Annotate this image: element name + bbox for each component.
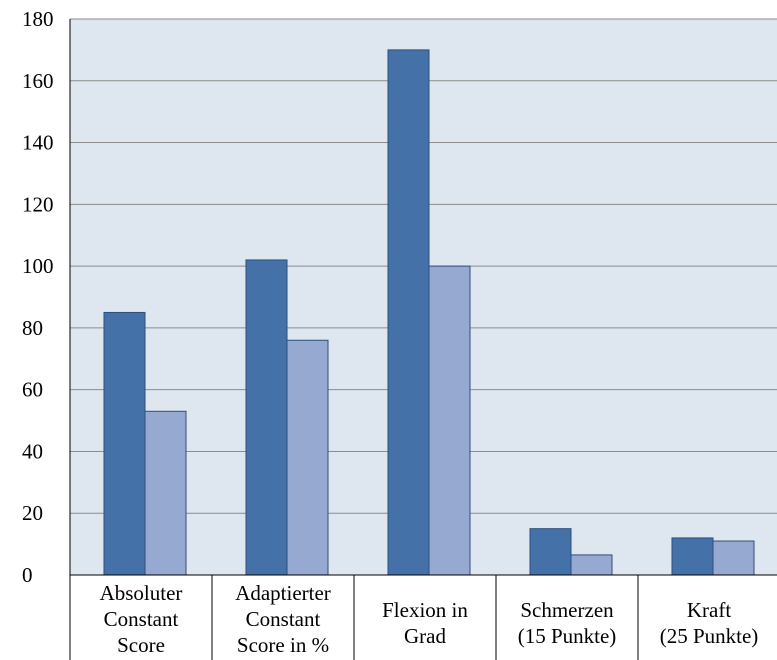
y-tick-label: 100	[22, 254, 54, 278]
category-label-5-line-2: (25 Punkte)	[660, 624, 759, 648]
category-label-5-line-1: Kraft	[687, 598, 731, 622]
category-label-1-line-3: Score	[117, 633, 165, 657]
bar-series-2-cat-4	[570, 554, 613, 576]
bar-series-1-cat-5	[671, 537, 714, 576]
bar-series-1-cat-4	[529, 528, 572, 576]
category-label-1-line-1: Absoluter	[100, 581, 183, 605]
axes	[69, 19, 777, 660]
category-label-1-line-2: Constant	[104, 607, 179, 631]
bar-series-1-cat-1	[103, 311, 146, 576]
bar-series-1-cat-2	[245, 259, 288, 576]
category-label-4-line-2: (15 Punkte)	[518, 624, 617, 648]
bar-series-1-cat-3	[387, 49, 430, 576]
category-label-2-line-2: Constant	[246, 607, 321, 631]
bars	[103, 49, 755, 576]
category-label-3-line-2: Grad	[404, 624, 446, 648]
bar-series-2-cat-5	[712, 540, 755, 576]
category-label-4-line-1: Schmerzen	[520, 598, 614, 622]
bar-series-2-cat-1	[144, 410, 187, 576]
y-tick-label: 60	[22, 378, 43, 402]
y-tick-label: 0	[22, 563, 33, 587]
y-tick-label: 160	[22, 69, 54, 93]
y-tick-label: 40	[22, 439, 43, 463]
category-label-3-line-1: Flexion in	[382, 598, 468, 622]
category-table: AbsoluterConstantScoreAdaptierterConstan…	[100, 575, 759, 660]
y-tick-label: 120	[22, 192, 54, 216]
y-tick-label: 140	[22, 131, 54, 155]
bar-series-2-cat-3	[428, 265, 471, 576]
y-tick-labels: 0 20 40 60 80 100 120 140 160 180	[22, 7, 54, 587]
y-tick-label: 20	[22, 501, 43, 525]
y-tick-label: 80	[22, 316, 43, 340]
bar-series-2-cat-2	[286, 339, 329, 576]
category-label-2-line-3: Score in %	[237, 633, 329, 657]
y-tick-label: 180	[22, 7, 54, 31]
category-label-2-line-1: Adaptierter	[235, 581, 331, 605]
